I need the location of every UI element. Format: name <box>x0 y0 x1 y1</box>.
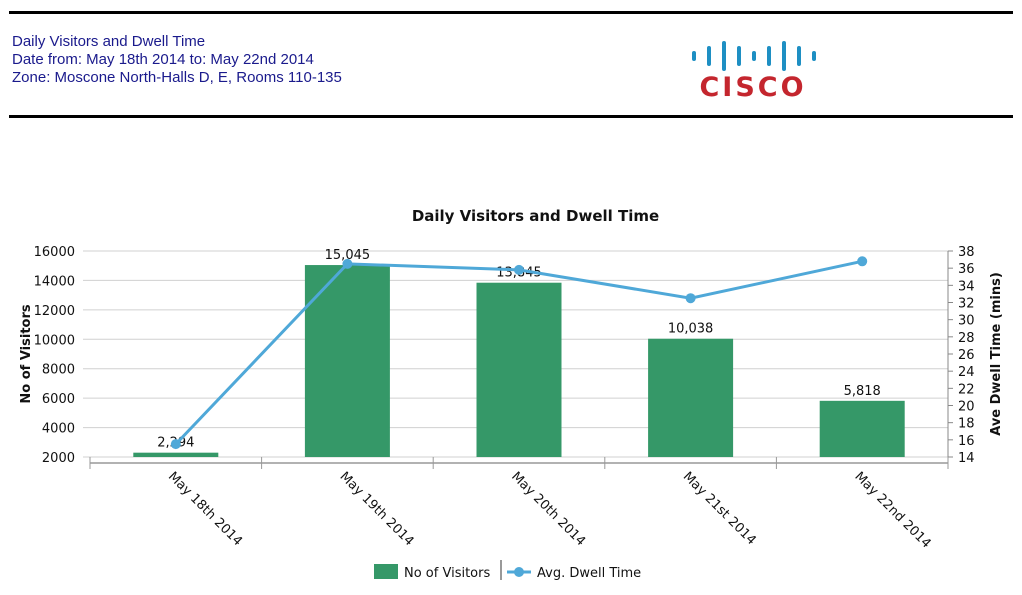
header-top-rule <box>9 11 1013 14</box>
x-category-label: May 18th 2014 <box>165 469 245 549</box>
visitor-bar <box>648 338 734 457</box>
logo-bar <box>782 41 786 71</box>
header-bottom-rule <box>9 115 1013 118</box>
report-title: Daily Visitors and Dwell Time <box>12 33 206 50</box>
y-left-tick-label: 16000 <box>34 245 75 260</box>
visitor-bar <box>133 452 219 457</box>
logo-bar <box>752 51 756 61</box>
legend-bar-swatch <box>374 564 398 579</box>
y-right-tick-label: 24 <box>958 365 975 380</box>
x-category-label: May 20th 2014 <box>508 469 588 549</box>
visitor-bar <box>304 265 390 457</box>
report-zone: Zone: Moscone North-Halls D, E, Rooms 11… <box>12 69 342 86</box>
dwell-time-point <box>857 256 868 267</box>
chart-title: Daily Visitors and Dwell Time <box>412 207 659 225</box>
y-right-tick-label: 32 <box>958 297 975 312</box>
legend-line-marker <box>514 567 524 577</box>
logo-bar <box>797 46 801 66</box>
y-right-tick-label: 38 <box>958 245 975 260</box>
y-right-tick-label: 34 <box>958 279 975 294</box>
report-info: Daily Visitors and Dwell Time Date from:… <box>12 33 342 87</box>
y-left-tick-label: 2000 <box>42 451 75 466</box>
report-date-range: Date from: May 18th 2014 to: May 22nd 20… <box>12 51 314 68</box>
y-left-axis-title: No of Visitors <box>19 304 34 403</box>
y-right-tick-label: 16 <box>958 434 975 449</box>
visitor-bar <box>819 400 905 457</box>
y-left-tick-label: 8000 <box>42 363 75 378</box>
logo-bar <box>767 46 771 66</box>
cisco-logo: CISCO <box>688 28 818 103</box>
y-right-tick-label: 30 <box>958 314 975 329</box>
legend-line-label: Avg. Dwell Time <box>537 566 641 581</box>
y-left-tick-label: 14000 <box>34 274 75 289</box>
y-right-tick-label: 18 <box>958 417 975 432</box>
y-right-tick-label: 36 <box>958 262 975 277</box>
y-right-tick-label: 26 <box>958 348 975 363</box>
legend-bar-label: No of Visitors <box>404 566 490 581</box>
y-right-tick-label: 20 <box>958 400 975 415</box>
dwell-time-point <box>170 439 181 450</box>
y-left-tick-label: 4000 <box>42 422 75 437</box>
dwell-time-point <box>685 293 696 304</box>
y-right-tick-label: 28 <box>958 331 975 346</box>
cisco-logo-text: CISCO <box>699 72 807 103</box>
logo-bar <box>812 51 816 61</box>
cisco-bridge-icon <box>692 41 816 71</box>
y-left-tick-label: 10000 <box>34 333 75 348</box>
dwell-time-point <box>342 258 353 269</box>
bar-data-label: 5,818 <box>844 384 881 399</box>
bar-data-label: 15,045 <box>325 248 371 263</box>
logo-bar <box>722 41 726 71</box>
visitor-bar <box>476 282 562 457</box>
logo-bar <box>737 46 741 66</box>
y-right-tick-label: 14 <box>958 451 975 466</box>
dwell-time-point <box>514 264 524 275</box>
y-right-tick-label: 22 <box>958 382 975 397</box>
x-category-label: May 19th 2014 <box>337 469 417 549</box>
x-category-label: May 21st 2014 <box>680 469 759 548</box>
x-category-label: May 22nd 2014 <box>851 469 933 551</box>
y-left-tick-label: 12000 <box>34 304 75 319</box>
logo-bar <box>707 46 711 66</box>
visitors-dwell-chart: Daily Visitors and Dwell Time 2000 4000 600… <box>19 207 1004 581</box>
logo-bar <box>692 51 696 61</box>
bar-data-label: 10,038 <box>668 322 714 337</box>
y-right-axis-title: Ave Dwell Time (mins) <box>989 272 1004 436</box>
y-left-tick-label: 6000 <box>42 392 75 407</box>
